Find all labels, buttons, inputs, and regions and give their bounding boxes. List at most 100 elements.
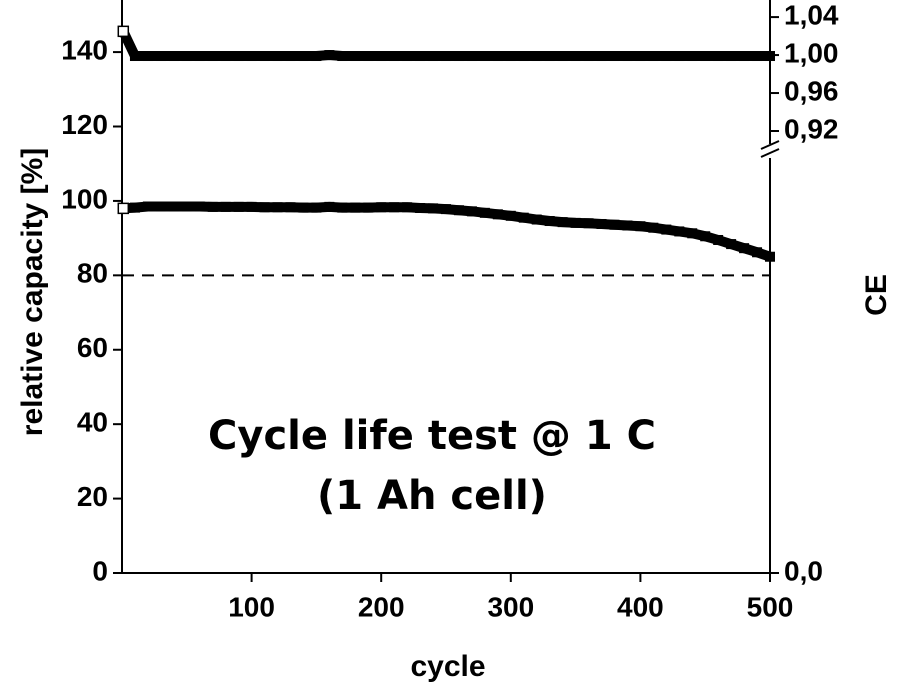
marker <box>272 202 283 213</box>
marker <box>453 205 464 216</box>
marker <box>544 51 555 62</box>
marker <box>181 51 192 62</box>
x-tick-label: 200 <box>358 591 405 622</box>
marker <box>492 51 503 62</box>
marker <box>155 201 166 212</box>
marker <box>181 201 192 212</box>
marker <box>259 51 270 62</box>
marker <box>415 51 426 62</box>
marker <box>194 201 205 212</box>
marker <box>285 202 296 213</box>
y-tick-label: 100 <box>61 183 108 214</box>
marker <box>298 202 309 213</box>
marker <box>246 201 257 212</box>
marker <box>752 51 763 62</box>
marker <box>752 247 763 258</box>
marker <box>324 201 335 212</box>
marker <box>492 209 503 220</box>
marker <box>557 217 568 228</box>
x-tick-label: 400 <box>617 591 664 622</box>
marker <box>389 51 400 62</box>
marker <box>363 202 374 213</box>
x-tick-label: 300 <box>487 591 534 622</box>
marker <box>466 206 477 217</box>
y-tick-label: 120 <box>61 109 108 140</box>
marker <box>700 51 711 62</box>
marker <box>531 51 542 62</box>
x-tick-label: 500 <box>747 591 794 622</box>
marker <box>246 51 257 62</box>
marker <box>129 51 140 62</box>
marker <box>713 234 724 245</box>
x-axis-label: cycle <box>410 650 485 683</box>
marker <box>505 51 516 62</box>
marker <box>142 51 153 62</box>
marker <box>531 214 542 225</box>
marker <box>233 201 244 212</box>
marker <box>687 51 698 62</box>
marker <box>415 202 426 213</box>
marker <box>739 51 750 62</box>
marker <box>570 217 581 228</box>
marker <box>570 51 581 62</box>
y-tick-label: 80 <box>77 258 108 289</box>
marker <box>311 51 322 62</box>
marker <box>622 51 633 62</box>
marker <box>518 51 529 62</box>
marker <box>726 239 737 250</box>
marker <box>726 51 737 62</box>
marker <box>117 202 130 215</box>
marker <box>350 202 361 213</box>
marker <box>402 202 413 213</box>
marker <box>285 51 296 62</box>
marker <box>207 201 218 212</box>
x-tick-label: 100 <box>228 591 275 622</box>
y-tick-label: 0 <box>92 555 108 586</box>
marker <box>453 51 464 62</box>
marker <box>622 220 633 231</box>
marker <box>129 202 140 213</box>
marker <box>324 50 335 61</box>
marker <box>674 226 685 237</box>
annotation: Cycle life test @ 1 C <box>208 413 656 459</box>
marker <box>505 210 516 221</box>
marker <box>402 51 413 62</box>
marker <box>142 201 153 212</box>
marker <box>441 204 451 215</box>
marker <box>661 51 672 62</box>
marker <box>337 202 348 213</box>
marker <box>441 51 451 62</box>
marker <box>168 51 179 62</box>
marker <box>635 221 646 232</box>
y2-tick-label: 1,00 <box>784 37 839 68</box>
marker <box>117 25 130 38</box>
marker <box>168 201 179 212</box>
marker <box>479 207 490 218</box>
y-tick-label: 40 <box>77 407 108 438</box>
marker <box>635 51 646 62</box>
marker <box>207 51 218 62</box>
marker <box>765 51 775 62</box>
axis-break <box>760 140 780 150</box>
marker <box>596 218 607 229</box>
y2-tick-label: 0,0 <box>784 555 823 586</box>
y2-tick-label: 0,92 <box>784 113 839 144</box>
axis-break <box>760 148 780 158</box>
marker <box>311 202 322 213</box>
marker <box>272 51 283 62</box>
marker <box>376 202 387 213</box>
marker <box>661 224 672 235</box>
marker <box>700 231 711 242</box>
y2-tick-label: 0,96 <box>784 75 839 106</box>
marker <box>609 219 620 230</box>
marker <box>389 202 400 213</box>
marker <box>609 51 620 62</box>
marker <box>220 201 231 212</box>
marker <box>739 243 750 254</box>
marker <box>479 51 490 62</box>
marker <box>674 51 685 62</box>
marker <box>363 51 374 62</box>
y-tick-label: 20 <box>77 481 108 512</box>
marker <box>596 51 607 62</box>
